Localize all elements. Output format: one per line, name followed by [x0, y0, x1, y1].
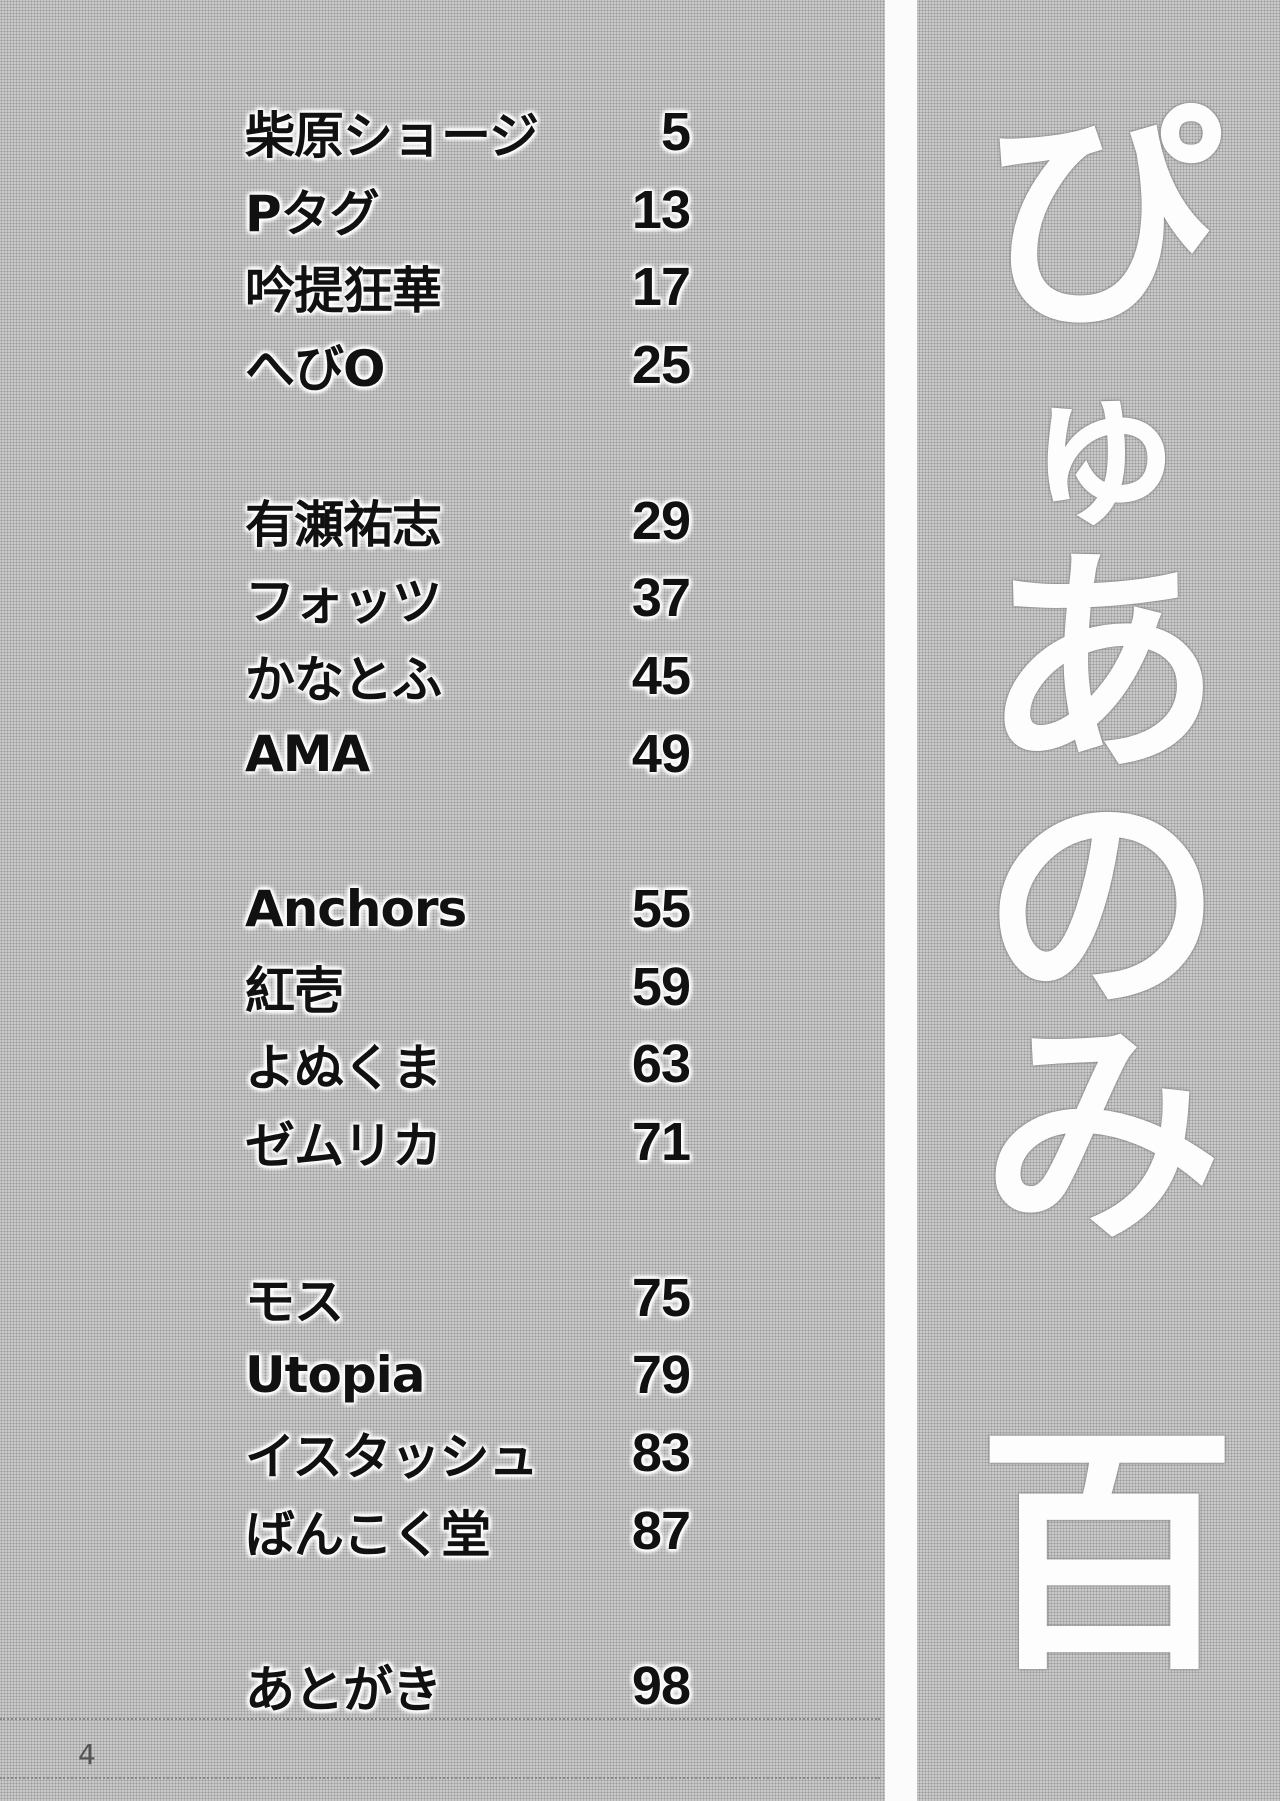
toc-entry-name: イスタッシュ: [245, 1427, 538, 1486]
toc-entry-name: かなとふ: [245, 650, 442, 709]
toc-entry-page: 63: [631, 1034, 691, 1095]
toc-entry: 紅壱 59: [245, 952, 691, 1022]
toc-entry: かなとふ 45: [245, 641, 691, 711]
toc-entry-name: Pタグ: [245, 184, 380, 243]
toc-entry: 有瀬祐志 29: [245, 486, 691, 556]
toc-entry-page: 25: [631, 335, 691, 396]
toc-entry: 吟提狂華 17: [245, 252, 691, 322]
toc-entry-name: モス: [245, 1272, 344, 1331]
toc-entry-page: 55: [631, 879, 691, 939]
toc-entry-page: 49: [631, 723, 691, 784]
toc-entry-page: 13: [631, 179, 691, 240]
toc-entry-name: Anchors: [245, 880, 467, 938]
toc-entry-name: 紅壱: [245, 961, 344, 1020]
toc-entry: イスタッシュ 83: [245, 1418, 691, 1488]
title-char: 百: [977, 1404, 1237, 1706]
toc-entry-name: 有瀬祐志: [245, 495, 442, 554]
toc-entry-page: 79: [631, 1345, 691, 1406]
toc-entry: あとがき 98: [245, 1651, 691, 1721]
toc-entry-page: 17: [631, 257, 691, 318]
toc-entry: ばんこく堂 87: [245, 1496, 691, 1566]
title-char: あ: [981, 525, 1222, 805]
toc-entry-page: 29: [631, 490, 691, 551]
toc-entry-name: AMA: [245, 724, 370, 783]
toc-entry-name: ゼムリカ: [245, 1117, 442, 1176]
toc-entry: Anchors 55: [245, 874, 691, 944]
toc-entry-name: フォッツ: [245, 573, 442, 632]
title-char: ゅ: [1016, 351, 1187, 549]
toc-entry-page: 37: [631, 568, 691, 629]
toc-entry-page: 59: [631, 956, 691, 1017]
toc-entry: へびO 25: [245, 330, 691, 400]
toc-entry: フォッツ 37: [245, 563, 691, 633]
table-of-contents: 柴原ショージ 5 Pタグ 13 吟提狂華 17 へびO 25 有瀬祐志 29 フォッツ 37 かなとふ 4…: [245, 97, 691, 1721]
toc-entry-page: 71: [631, 1112, 691, 1173]
toc-entry-page: 87: [631, 1500, 691, 1561]
toc-entry: Pタグ 13: [245, 175, 691, 245]
toc-entry: モス 75: [245, 1263, 691, 1333]
toc-entry-name: あとがき: [245, 1661, 442, 1719]
page-number: 4: [78, 1738, 96, 1771]
toc-entry-name: 柴原ショージ: [245, 107, 539, 165]
dotted-rule: [0, 1777, 880, 1779]
toc-entry: ゼムリカ 71: [245, 1107, 691, 1177]
toc-entry: AMA 49: [245, 719, 691, 789]
toc-entry: Utopia 79: [245, 1340, 691, 1410]
title-char: の: [981, 765, 1222, 1045]
vertical-divider-band: [885, 0, 917, 1801]
toc-entry: よぬくま 63: [245, 1029, 691, 1099]
toc-entry-name: ばんこく堂: [245, 1505, 491, 1564]
toc-entry-name: 吟提狂華: [245, 262, 442, 321]
toc-entry-name: よぬくま: [245, 1039, 442, 1098]
toc-entry-page: 83: [631, 1422, 691, 1483]
toc-entry-name: Utopia: [245, 1346, 426, 1405]
dotted-rule: [0, 1718, 880, 1720]
title-char: み: [981, 995, 1222, 1275]
title-char: ぴ: [981, 80, 1222, 360]
toc-entry-page: 5: [660, 102, 691, 162]
toc-entry-page: 75: [631, 1267, 691, 1328]
toc-entry-name: へびO: [245, 340, 386, 399]
toc-entry: 柴原ショージ 5: [245, 97, 691, 167]
toc-entry-page: 98: [631, 1656, 691, 1716]
toc-entry-page: 45: [631, 645, 691, 706]
